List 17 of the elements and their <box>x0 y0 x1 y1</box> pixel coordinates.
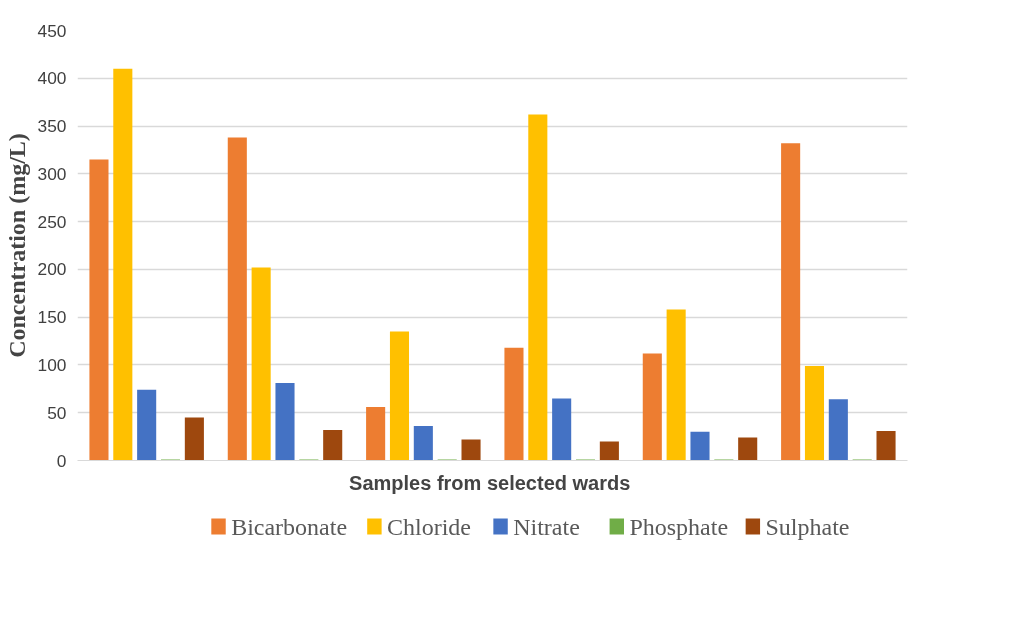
y-tick-label: 300 <box>37 163 67 184</box>
y-tick-label: 50 <box>47 402 67 423</box>
y-tick-label: 100 <box>37 354 67 375</box>
y-tick-label: 0 <box>56 450 67 471</box>
y-tick-label: 450 <box>37 20 67 41</box>
y-tick-label: 400 <box>37 68 67 89</box>
legend-label: Nitrate <box>513 513 580 540</box>
legend-label: Chloride <box>387 513 472 540</box>
legend-label: Phosphate <box>629 513 729 540</box>
x-axis-title: Samples from selected wards <box>349 471 631 494</box>
y-axis-title: Concentration (mg/L) <box>3 133 30 358</box>
y-tick-label: 150 <box>37 307 67 328</box>
y-tick-label: 250 <box>37 211 67 232</box>
legend-label: Sulphate <box>765 513 850 540</box>
legend-label: Bicarbonate <box>231 513 348 540</box>
y-tick-label: 200 <box>37 259 67 280</box>
y-tick-label: 350 <box>37 116 67 137</box>
